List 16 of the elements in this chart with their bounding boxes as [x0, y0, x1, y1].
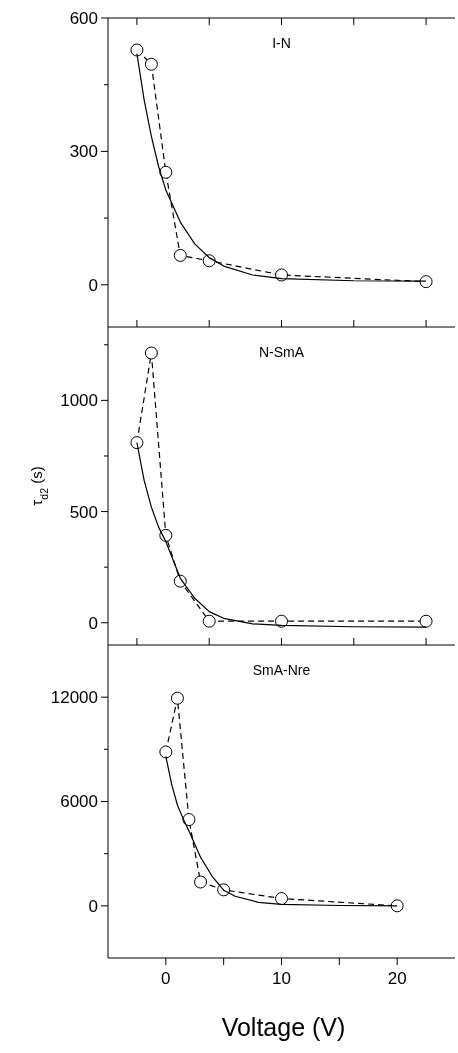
y-tick-label: 12000 — [50, 688, 98, 708]
y-tick-label: 600 — [69, 8, 98, 28]
y-tick-label: 6000 — [60, 792, 98, 812]
y-tick-label: 1000 — [60, 391, 98, 411]
y-tick-label: 300 — [69, 142, 98, 162]
y-tick-label: 500 — [69, 502, 98, 522]
x-tick-label: 20 — [387, 969, 407, 988]
y-tick-label: 0 — [88, 896, 98, 916]
x-tick-label: 10 — [272, 969, 291, 988]
annotation: I-N — [272, 35, 291, 51]
x-tick-label: 0 — [161, 969, 171, 988]
annotation: N-SmA — [258, 344, 305, 360]
y-tick-label: 0 — [88, 613, 98, 633]
y-tick-label: 0 — [88, 275, 98, 295]
annotation: SmA-Nre — [252, 662, 311, 678]
x-axis-title: Voltage (V) — [221, 1013, 346, 1041]
